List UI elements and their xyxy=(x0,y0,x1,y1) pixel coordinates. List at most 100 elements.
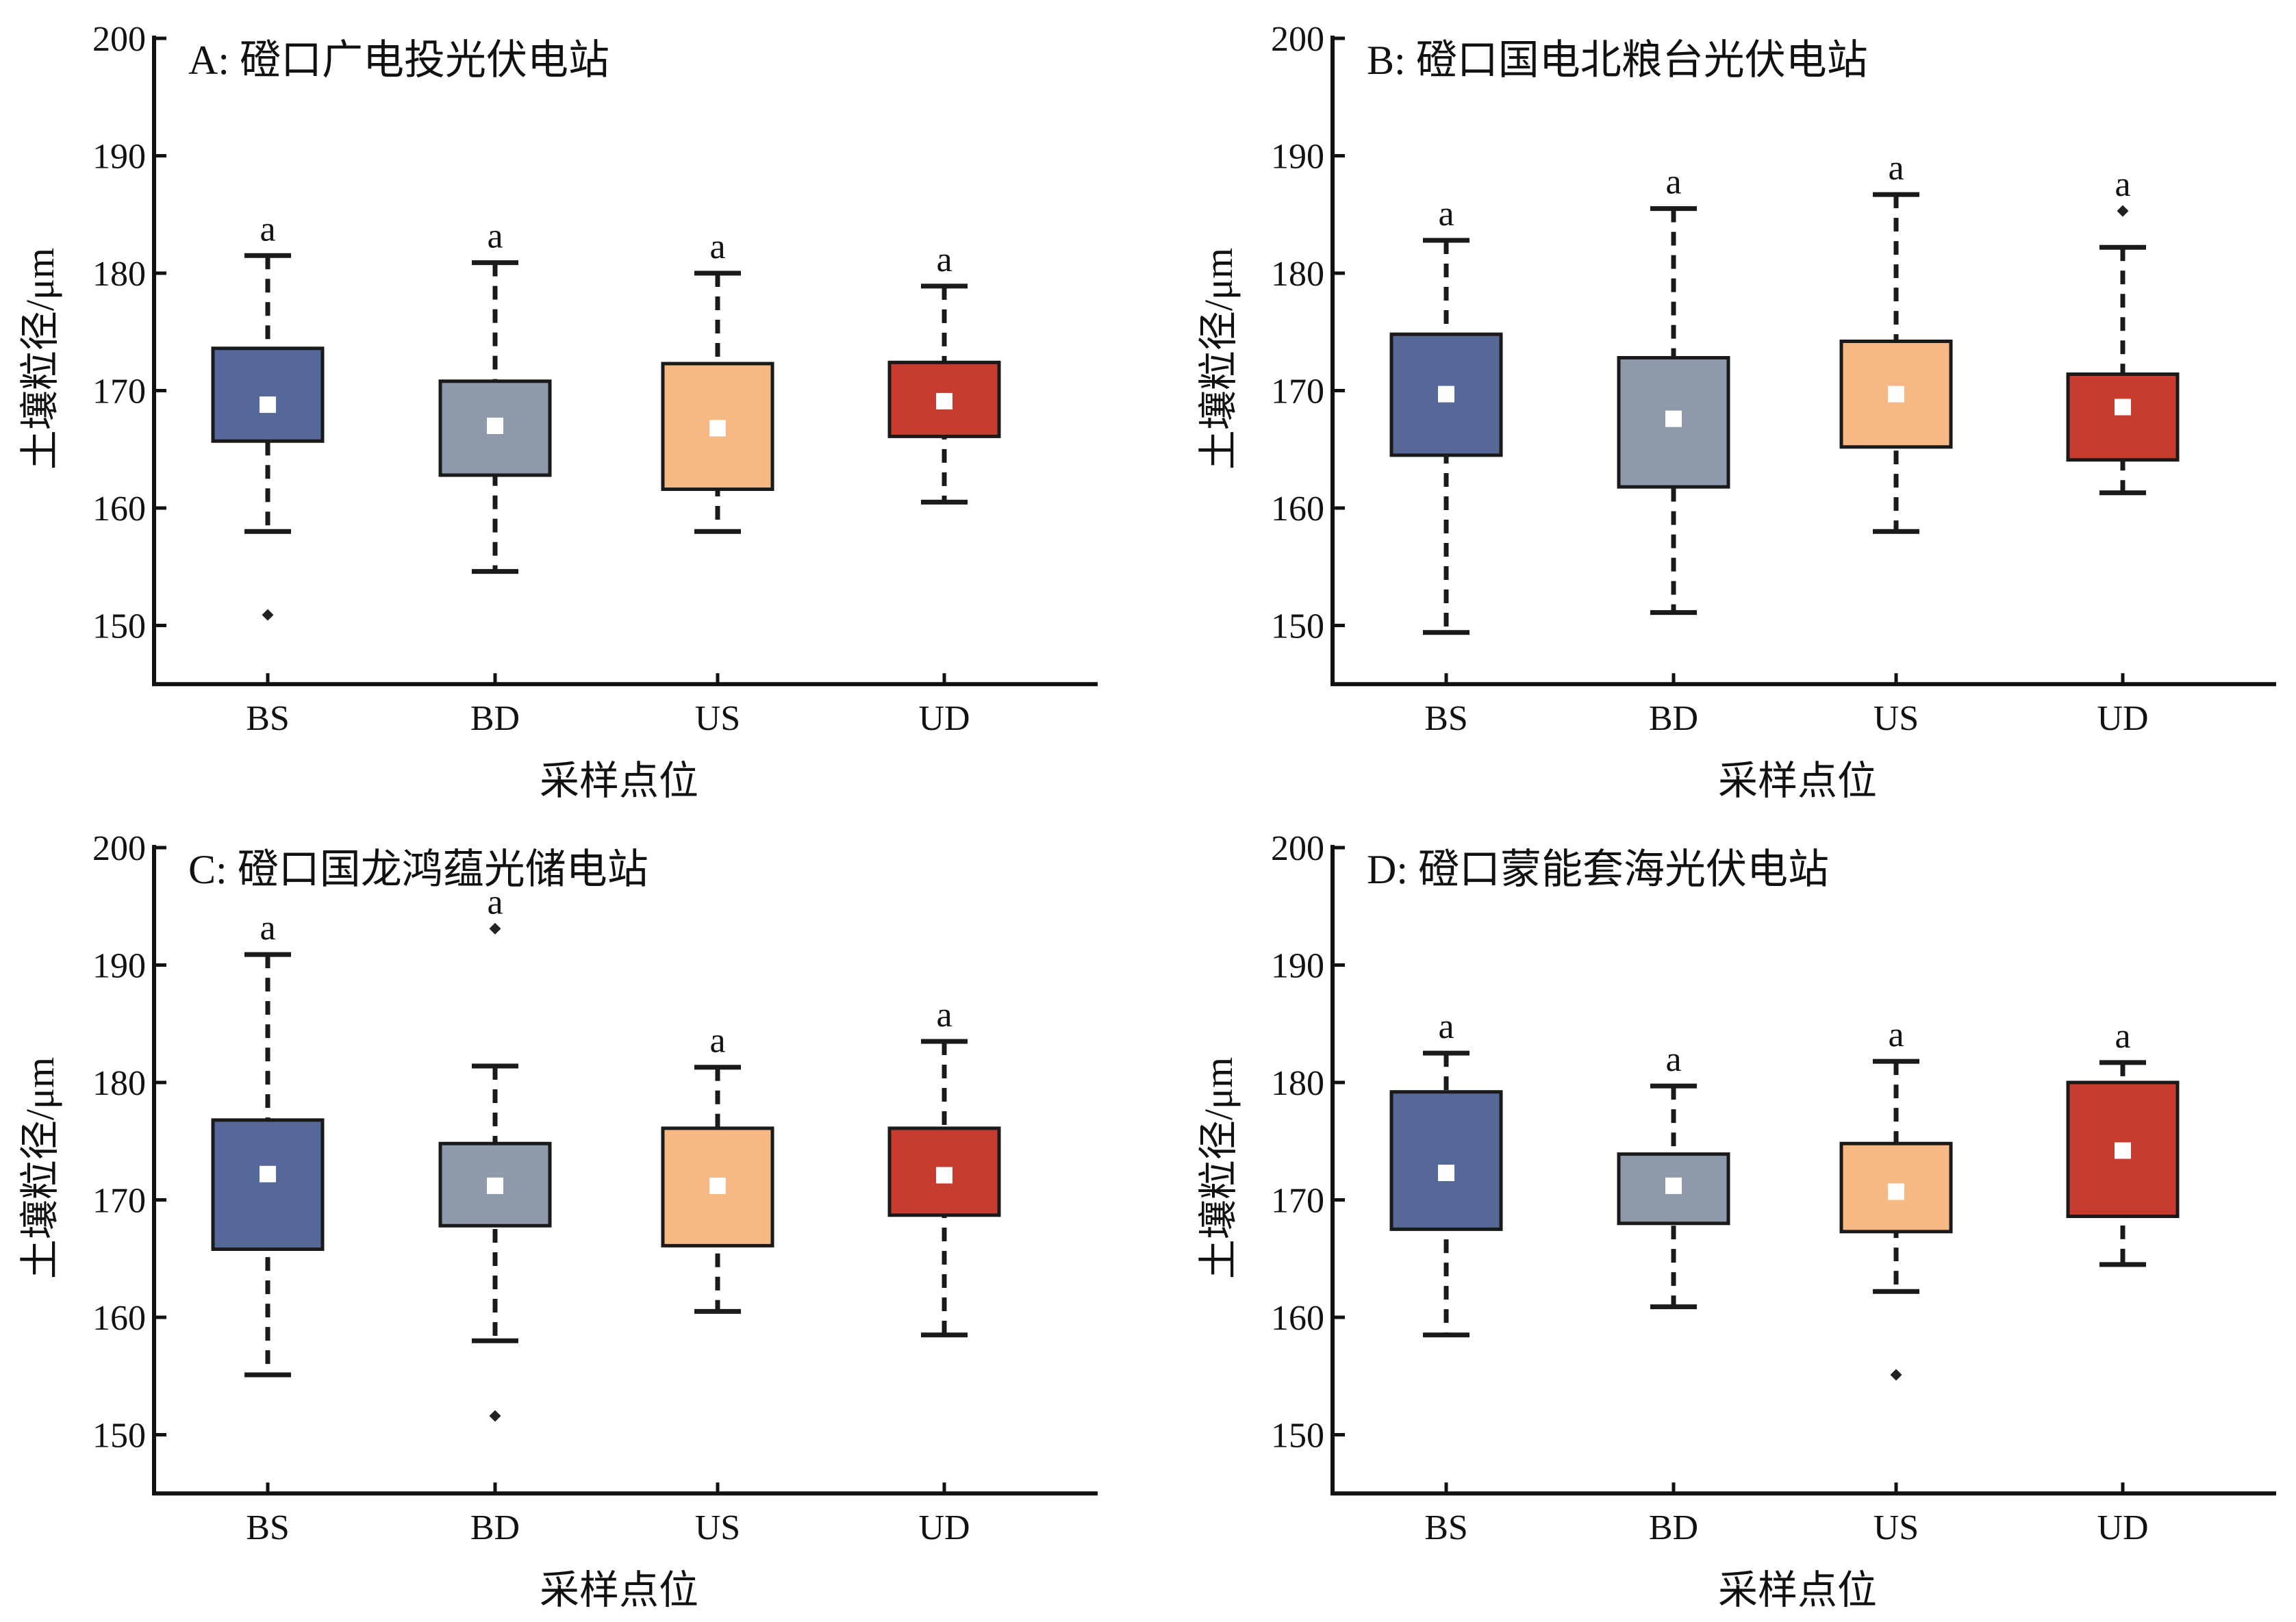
x-tick-label: BD xyxy=(470,699,520,738)
box-BD: BD a xyxy=(438,217,552,738)
mean-marker xyxy=(1888,385,1904,403)
mean-marker xyxy=(2115,1142,2131,1159)
y-axis-label: 土壤粒径/μm xyxy=(18,248,62,470)
mean-marker xyxy=(936,1167,953,1184)
mean-marker xyxy=(1665,410,1682,427)
significance-letter: a xyxy=(709,227,725,266)
x-tick-label: BS xyxy=(246,699,290,738)
x-axis-label: 采样点位 xyxy=(540,1568,698,1612)
iqr-box xyxy=(211,346,325,443)
significance-letter: a xyxy=(936,240,952,279)
y-tick-label: 160 xyxy=(1271,490,1324,529)
chart-title: A: 磴口广电投光伏电站 xyxy=(188,38,609,83)
significance-letter: a xyxy=(709,1022,725,1061)
y-tick-label: 190 xyxy=(92,947,146,986)
significance-letter: a xyxy=(2115,165,2130,204)
x-tick-label: US xyxy=(695,699,740,738)
significance-letter: a xyxy=(260,210,275,249)
mean-marker xyxy=(709,1177,726,1194)
mean-marker xyxy=(1888,1183,1904,1200)
mean-marker xyxy=(2115,398,2131,416)
y-tick-label: 200 xyxy=(92,829,146,868)
box-BD: BD a xyxy=(438,883,552,1547)
y-tick-label: 190 xyxy=(92,138,146,177)
x-tick-label: BD xyxy=(470,1508,520,1547)
y-axis-label: 土壤粒径/μm xyxy=(1196,248,1241,470)
x-tick-label: UD xyxy=(2097,699,2148,738)
chart-title: C: 磴口国龙鸿蕴光储电站 xyxy=(188,847,648,892)
mean-marker xyxy=(1438,385,1454,403)
significance-letter: a xyxy=(1438,194,1454,233)
box-BD: BD a xyxy=(1617,1040,1730,1547)
iqr-box xyxy=(211,1118,325,1252)
y-tick-label: 170 xyxy=(1271,372,1324,411)
y-tick-label: 150 xyxy=(92,1417,146,1456)
significance-letter: a xyxy=(1888,1015,1904,1054)
iqr-box xyxy=(2066,1080,2180,1219)
y-tick-label: 170 xyxy=(92,1182,146,1221)
mean-marker xyxy=(936,392,953,409)
iqr-box xyxy=(2066,372,2180,462)
y-tick-label: 200 xyxy=(1271,829,1324,868)
box-BS: BS a xyxy=(211,909,325,1547)
x-tick-label: US xyxy=(695,1508,740,1547)
mean-marker xyxy=(1665,1177,1682,1194)
x-tick-label: BD xyxy=(1649,699,1698,738)
y-tick-label: 170 xyxy=(92,372,146,411)
significance-letter: a xyxy=(1665,163,1681,202)
mean-marker xyxy=(709,420,726,437)
x-tick-label: BS xyxy=(1424,699,1468,738)
outlier-point xyxy=(262,609,274,621)
box-UD: UD a xyxy=(2066,1017,2180,1547)
x-tick-label: UD xyxy=(918,699,970,738)
significance-letter: a xyxy=(1438,1007,1454,1046)
mean-marker xyxy=(1438,1165,1454,1182)
x-axis-label: 采样点位 xyxy=(1718,759,1877,803)
y-tick-label: 180 xyxy=(1271,1064,1324,1103)
significance-letter: a xyxy=(1888,149,1904,188)
y-tick-label: 160 xyxy=(92,1299,146,1338)
x-tick-label: UD xyxy=(2097,1508,2148,1547)
significance-letter: a xyxy=(487,217,503,256)
iqr-box xyxy=(1389,1090,1503,1231)
outlier-point xyxy=(489,1410,501,1422)
y-tick-label: 160 xyxy=(92,490,146,529)
y-tick-label: 180 xyxy=(92,1064,146,1103)
x-tick-label: BS xyxy=(1424,1508,1468,1547)
y-tick-label: 180 xyxy=(1271,255,1324,294)
box-BS: BS a xyxy=(211,210,325,738)
y-tick-label: 150 xyxy=(92,607,146,646)
x-tick-label: UD xyxy=(918,1508,970,1547)
x-tick-label: BS xyxy=(246,1508,290,1547)
y-axis-label: 土壤粒径/μm xyxy=(18,1057,62,1279)
mean-marker xyxy=(260,396,276,414)
significance-letter: a xyxy=(2115,1017,2130,1056)
mean-marker xyxy=(487,1177,503,1194)
y-tick-label: 160 xyxy=(1271,1299,1324,1338)
significance-letter: a xyxy=(1665,1040,1681,1079)
box-BD: BD a xyxy=(1617,163,1730,738)
x-tick-label: US xyxy=(1874,1508,1919,1547)
mean-marker xyxy=(260,1165,276,1182)
mean-marker xyxy=(487,417,503,434)
box-UD: UD a xyxy=(887,240,1001,738)
significance-letter: a xyxy=(260,909,275,948)
significance-letter: a xyxy=(936,996,952,1035)
x-axis-label: 采样点位 xyxy=(1718,1568,1877,1612)
outlier-point xyxy=(489,922,501,935)
chart-title: B: 磴口国电北粮台光伏电站 xyxy=(1367,38,1868,83)
y-axis-label: 土壤粒径/μm xyxy=(1196,1057,1241,1279)
box-BS: BS a xyxy=(1389,194,1503,738)
box-US: US a xyxy=(1839,1015,1953,1547)
box-US: US a xyxy=(1839,149,1953,738)
box-US: US a xyxy=(661,227,774,738)
chart-title: D: 磴口蒙能套海光伏电站 xyxy=(1367,847,1829,892)
outlier-point xyxy=(2117,205,2129,217)
box-UD: UD a xyxy=(2066,165,2180,738)
box-UD: UD a xyxy=(887,996,1001,1547)
